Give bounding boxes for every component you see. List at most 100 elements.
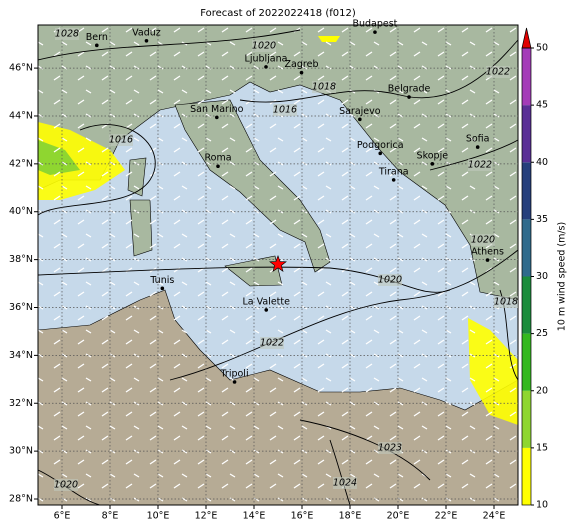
- y-tick-label: 28°N: [9, 494, 33, 505]
- city-label: Sofia: [466, 134, 490, 145]
- y-tick-label: 32°N: [9, 398, 33, 409]
- y-tick-label: 46°N: [9, 63, 33, 74]
- colorbar-tick-label: 20: [536, 385, 548, 396]
- x-tick-label: 14°E: [243, 511, 266, 522]
- x-tick-label: 6°E: [54, 511, 71, 522]
- isobar-label-bg: [468, 159, 492, 171]
- colorbar-tick-label: 35: [536, 214, 548, 225]
- x-tick-label: 8°E: [102, 511, 119, 522]
- x-tick-label: 24°E: [483, 511, 506, 522]
- colorbar-segment: [522, 105, 531, 163]
- colorbar-extend: [521, 27, 532, 49]
- city-dot: [430, 162, 435, 166]
- isobar-label: 1022: [260, 338, 284, 349]
- city-label: Sarajevo: [339, 106, 381, 117]
- isobar-label-bg: [252, 40, 276, 52]
- x-tick-label: 22°E: [435, 511, 458, 522]
- isobar-label: 1018: [312, 82, 336, 93]
- isobar-label: 1016: [273, 105, 297, 116]
- isobar-label-bg: [273, 104, 297, 116]
- isobars: [38, 29, 518, 505]
- city-dot: [475, 145, 480, 149]
- isobar-label: 1028: [55, 29, 79, 40]
- city-label: Tunis: [149, 275, 174, 286]
- city-dot: [485, 258, 490, 262]
- colorbar-tick-label: 15: [536, 442, 548, 453]
- isobar-label-bg: [471, 234, 495, 246]
- city-label: Tripoli: [220, 368, 249, 379]
- city-label: Zagreb: [285, 59, 319, 70]
- city-dot: [216, 164, 220, 169]
- city-label: Vaduz: [132, 27, 161, 38]
- isobar-label: 1022: [486, 67, 510, 78]
- colorbar-tick-label: 30: [536, 271, 548, 282]
- isobar-label-bg: [260, 337, 284, 349]
- city-dot: [358, 117, 362, 122]
- city-label: Skopje: [417, 150, 449, 161]
- colorbar-tick-label: 45: [536, 100, 548, 111]
- isobar-label: 1018: [494, 297, 518, 308]
- city-dot: [264, 308, 269, 312]
- isobar-label-bg: [486, 66, 510, 78]
- colorbar-segment: [522, 48, 531, 106]
- city-label: Ljubljana: [245, 53, 288, 64]
- x-tick-label: 10°E: [147, 511, 170, 522]
- isobar-label-bg: [378, 442, 402, 454]
- city-label: Tirana: [378, 166, 409, 177]
- isobar-label-bg: [333, 477, 357, 489]
- isobar-label: 1020: [252, 41, 276, 52]
- isobar-label: 1024: [333, 478, 357, 489]
- isobar-label-bg: [109, 134, 133, 146]
- y-tick-label: 40°N: [9, 206, 33, 217]
- colorbar-label: 10 m wind speed (m/s): [557, 222, 568, 331]
- colorbar-segment: [522, 276, 531, 334]
- colorbar-tick-label: 25: [536, 328, 548, 339]
- x-tick-label: 12°E: [195, 511, 218, 522]
- isobar-label-bg: [54, 479, 78, 491]
- colorbar-tick-label: 50: [536, 43, 548, 54]
- isobar-label-bg: [378, 274, 402, 286]
- forecast-point: [269, 255, 287, 273]
- isobar-label: 1022: [468, 160, 492, 171]
- y-tick-label: 44°N: [9, 110, 33, 121]
- city-dot: [373, 30, 377, 34]
- isobar-label: 1016: [109, 135, 133, 146]
- colorbar-segment: [522, 162, 531, 220]
- isobar-label: 1020: [378, 275, 402, 286]
- city-dot: [299, 70, 304, 75]
- city-label: Budapest: [352, 19, 397, 30]
- colorbar-segment: [522, 447, 531, 505]
- map-title: Forecast of 2022022418 (f012): [200, 8, 356, 19]
- y-tick-label: 42°N: [9, 158, 33, 169]
- city-dot: [144, 39, 149, 43]
- map-frame: [37, 24, 519, 506]
- isobar-label: 1020: [471, 235, 495, 246]
- isobar-label-bg: [55, 28, 79, 40]
- isobar-label-bg: [312, 81, 336, 93]
- city-label: Roma: [204, 153, 231, 164]
- city-dot: [264, 65, 268, 69]
- colorbar-segment: [522, 333, 531, 391]
- city-dot: [95, 43, 99, 48]
- colorbar-tick-label: 10: [536, 500, 548, 511]
- city-label: Bern: [86, 32, 108, 43]
- y-tick-label: 38°N: [9, 254, 33, 265]
- city-label: San Marino: [190, 104, 243, 115]
- city-dot: [378, 151, 383, 156]
- colorbar-segment: [522, 390, 531, 448]
- city-dot: [407, 95, 411, 99]
- city-dot: [215, 115, 219, 120]
- x-tick-label: 18°E: [339, 511, 362, 522]
- x-tick-label: 20°E: [387, 511, 410, 522]
- isobar-label: 1020: [54, 480, 78, 491]
- city-label: Belgrade: [388, 84, 431, 95]
- city-label: La Valette: [242, 296, 290, 307]
- city-label: Athens: [471, 247, 504, 258]
- city-dot: [160, 286, 165, 291]
- x-tick-label: 16°E: [291, 511, 314, 522]
- city-dot: [391, 178, 396, 182]
- isobar-label-bg: [494, 296, 518, 308]
- y-tick-label: 34°N: [9, 350, 33, 361]
- y-tick-label: 36°N: [9, 302, 33, 313]
